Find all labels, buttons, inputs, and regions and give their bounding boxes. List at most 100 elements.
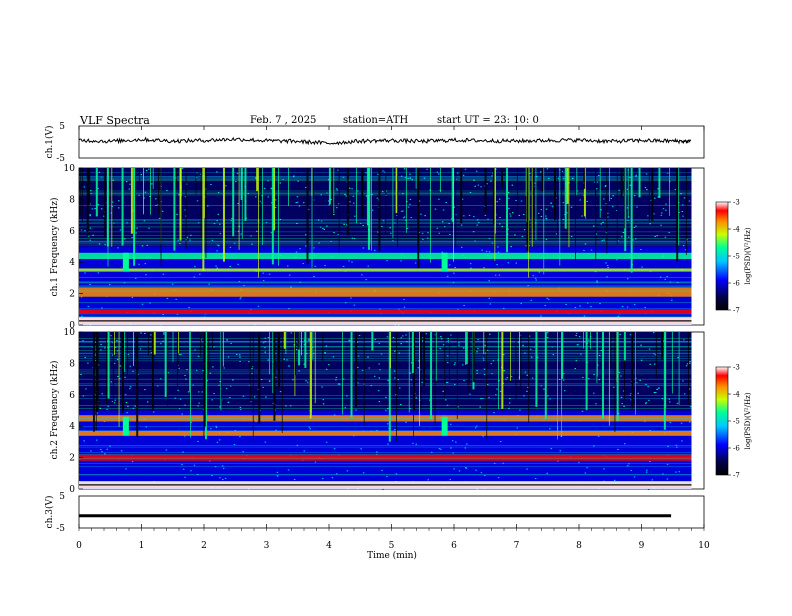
spectrogram-cell xyxy=(280,302,282,304)
spectrogram-cell xyxy=(242,451,244,453)
spectrogram-cell xyxy=(686,239,688,241)
spectrogram-cell xyxy=(449,423,452,425)
spectrogram-cell xyxy=(87,362,89,364)
spectrogram-cell xyxy=(382,488,384,490)
spectrogram-cell xyxy=(175,298,177,300)
spectrogram-cell xyxy=(421,381,423,383)
spectrogram-cell xyxy=(546,395,549,397)
spectrogram-cell xyxy=(321,386,323,388)
spectrogram-cell xyxy=(405,334,407,336)
spectrogram-cell xyxy=(158,217,161,219)
spectrogram-cell xyxy=(409,173,411,175)
spectrogram-cell xyxy=(376,197,379,199)
spectrogram-cell xyxy=(193,448,196,450)
spectrogram-cell xyxy=(622,390,625,392)
spectrogram-cell xyxy=(181,168,184,170)
x-tick-label: 0 xyxy=(76,541,82,551)
spectrogram-cell xyxy=(484,475,486,477)
spectrogram-cell xyxy=(685,453,688,455)
spectrogram-cell xyxy=(171,424,174,426)
spectrogram-cell xyxy=(546,297,548,299)
spectrogram-band xyxy=(79,454,692,461)
spectrogram-cell xyxy=(593,445,595,447)
spectrogram-cell xyxy=(640,249,642,251)
spectrogram-cell xyxy=(194,480,196,482)
spectrogram-cell xyxy=(131,296,134,298)
spectrogram-cell xyxy=(501,225,504,227)
spectrogram-cell xyxy=(259,200,262,202)
colorbar-tick-label: -3 xyxy=(733,199,740,207)
spectrogram-cell xyxy=(484,411,486,413)
spectrogram-cell xyxy=(637,392,639,394)
spectrogram-cell xyxy=(649,363,651,365)
spectrogram-cell xyxy=(283,446,285,448)
spectrogram-cell xyxy=(522,278,524,280)
spectrogram-cell xyxy=(355,460,357,462)
spectrogram-cell xyxy=(412,442,414,444)
spectrogram-cell xyxy=(247,302,250,304)
spectrogram-cell xyxy=(332,356,335,358)
spectrogram-cell xyxy=(555,233,558,235)
spectrogram-cell xyxy=(597,174,600,176)
spectrogram-band xyxy=(79,287,692,297)
spectrogram-cell xyxy=(374,338,377,340)
spectrogram-cell xyxy=(136,227,138,229)
spectrogram-cell xyxy=(116,340,118,342)
spectrogram-cell xyxy=(333,213,335,215)
spectrogram-cell xyxy=(313,247,315,249)
spectrogram-cell xyxy=(596,280,598,282)
spectrogram-cell xyxy=(349,201,351,203)
ch2-ytick-label: 2 xyxy=(69,454,75,464)
spectrogram-cell xyxy=(202,370,204,372)
spectrogram-cell xyxy=(295,251,298,253)
lf-stripe-dark xyxy=(79,320,692,322)
spectrogram-cell xyxy=(532,275,535,277)
x-tick-label: 2 xyxy=(201,541,207,551)
spectrogram-cell xyxy=(265,222,268,224)
spectrogram-cell xyxy=(152,467,155,469)
spectrogram-cell xyxy=(528,245,530,247)
spectrogram-cell xyxy=(367,275,370,277)
spectrogram-cell xyxy=(279,391,282,393)
spectrogram-cell xyxy=(393,370,396,372)
spectrogram-cell xyxy=(681,204,684,206)
spectrogram-cell xyxy=(481,249,483,251)
spectrogram-cell xyxy=(613,442,615,444)
spectrogram-cell xyxy=(345,224,348,226)
spectrogram-cell xyxy=(143,197,145,199)
spectrogram-cell xyxy=(545,217,547,219)
spectrogram-cell xyxy=(163,273,165,275)
spectrogram-cell xyxy=(520,429,523,431)
spectrogram-cell xyxy=(360,448,362,450)
spectrogram-cell xyxy=(83,440,85,442)
spectrogram-cell xyxy=(668,401,671,403)
spectrogram-cell xyxy=(337,169,339,171)
spectrogram-cell xyxy=(483,267,485,269)
spectrogram-cell xyxy=(82,395,85,397)
spectrogram-cell xyxy=(125,401,128,403)
spectrogram-cell xyxy=(688,362,691,364)
spectrogram-cell xyxy=(296,449,298,451)
spectrogram-cell xyxy=(460,246,463,248)
ch1-colorbar-ticks: -3 -4 -5 -6 -7 xyxy=(728,199,740,315)
spectrogram-cell xyxy=(404,177,407,179)
spectrogram-cell xyxy=(347,305,349,307)
spectrogram-cell xyxy=(638,413,641,415)
spectrogram-cell xyxy=(241,421,244,423)
spectrogram-cell xyxy=(150,352,153,354)
spectrogram-cell xyxy=(94,208,96,210)
spectrogram-cell xyxy=(194,266,196,268)
spectrogram-cell xyxy=(409,177,412,179)
spectrogram-cell xyxy=(488,251,491,253)
spectrogram-cell xyxy=(242,395,245,397)
spectrogram-cell xyxy=(288,365,291,367)
spectrogram-cell xyxy=(656,437,658,439)
spectrogram-cell xyxy=(621,280,623,282)
spectrogram-cell xyxy=(119,365,122,367)
spectrogram-cell xyxy=(654,236,656,238)
spectrogram-cell xyxy=(295,348,298,350)
spectrogram-cell xyxy=(664,236,667,238)
spectrogram-cell xyxy=(132,407,135,409)
colorbar-tick-label: -5 xyxy=(733,418,740,426)
spectrogram-cell xyxy=(623,259,625,261)
